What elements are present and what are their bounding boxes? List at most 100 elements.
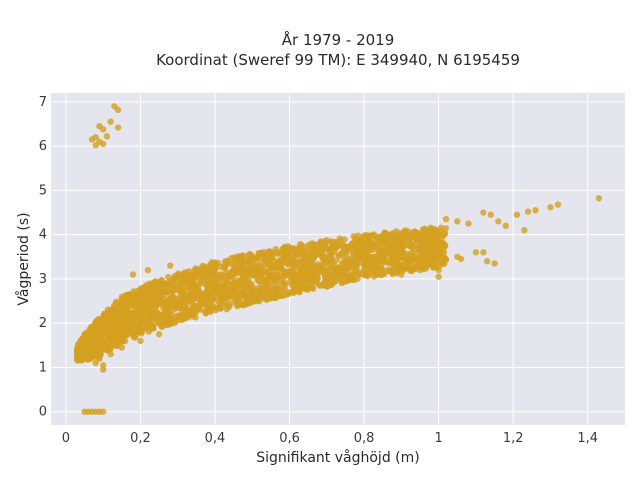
scatter-point <box>524 208 532 215</box>
scatter-point <box>190 296 197 303</box>
scatter-point <box>353 247 361 254</box>
chart-title-line2: Koordinat (Sweref 99 TM): E 349940, N 61… <box>156 51 520 69</box>
scatter-point <box>315 281 323 288</box>
scatter-point <box>169 316 176 323</box>
scatter-point <box>296 245 304 253</box>
scatter-point <box>280 253 288 261</box>
scatter-point <box>438 234 445 242</box>
scatter-point <box>214 298 222 305</box>
x-tick-label: 0,4 <box>205 431 226 446</box>
scatter-point <box>106 314 113 321</box>
scatter-point <box>92 335 99 343</box>
scatter-point <box>437 227 444 235</box>
scatter-point <box>256 271 264 278</box>
scatter-point <box>289 255 296 262</box>
x-tick-label: 1,2 <box>503 431 524 446</box>
scatter-point <box>397 237 405 245</box>
scatter-point <box>211 279 218 286</box>
scatter-point <box>113 342 120 349</box>
scatter-point <box>521 227 528 234</box>
scatter-point <box>402 227 409 234</box>
scatter-point <box>176 300 183 307</box>
scatter-point <box>415 237 422 245</box>
scatter-point <box>389 248 397 256</box>
scatter-point <box>480 209 487 216</box>
scatter-point <box>320 256 327 264</box>
scatter-point <box>85 345 93 352</box>
scatter-point <box>143 320 150 327</box>
scatter-point <box>295 288 303 296</box>
scatter-point <box>502 222 509 229</box>
y-tick-label: 6 <box>39 139 47 154</box>
scatter-point <box>427 258 435 265</box>
scatter-point <box>193 266 201 274</box>
scatter-point <box>182 304 189 311</box>
scatter-point <box>340 253 348 261</box>
scatter-point <box>255 250 262 257</box>
scatter-point <box>404 256 411 263</box>
scatter-point <box>406 242 413 249</box>
scatter-point <box>107 118 114 125</box>
scatter-point <box>217 287 224 295</box>
scatter-point <box>342 278 349 285</box>
scatter-point <box>107 343 115 350</box>
scatter-point <box>289 260 296 268</box>
scatter-point <box>247 258 254 265</box>
scatter-point <box>386 258 394 266</box>
scatter-point <box>224 302 232 309</box>
scatter-point <box>188 279 195 287</box>
scatter-point <box>323 236 331 244</box>
scatter-point <box>316 266 324 274</box>
scatter-point <box>278 277 285 284</box>
scatter-point <box>334 271 342 279</box>
scatter-point <box>176 316 184 323</box>
scatter-point <box>430 251 437 259</box>
scatter-point <box>106 333 113 341</box>
scatter-point <box>164 315 171 322</box>
scatter-point <box>148 287 155 294</box>
scatter-point <box>223 285 230 292</box>
scatter-point <box>131 295 138 302</box>
scatter-point <box>288 266 296 274</box>
scatter-point <box>317 239 325 246</box>
scatter-point <box>547 204 554 211</box>
scatter-point <box>232 270 240 277</box>
y-axis-label: Vågperiod (s) <box>15 212 32 305</box>
scatter-point <box>433 233 440 241</box>
scatter-point <box>264 281 271 288</box>
scatter-point <box>372 237 379 245</box>
scatter-point <box>123 329 131 336</box>
scatter-point <box>282 270 289 277</box>
y-tick-label: 7 <box>39 95 47 110</box>
scatter-point <box>127 319 134 327</box>
scatter-point <box>144 266 152 274</box>
scatter-point <box>386 267 393 275</box>
scatter-point <box>217 271 224 278</box>
scatter-point <box>370 232 377 239</box>
scatter-point <box>307 253 315 260</box>
scatter-point <box>163 302 171 309</box>
scatter-point <box>97 344 104 351</box>
scatter-point <box>311 244 318 251</box>
scatter-point <box>82 334 90 341</box>
scatter-point <box>171 283 178 290</box>
x-axis-label: Signifikant våghöjd (m) <box>256 449 419 466</box>
scatter-point <box>123 299 130 306</box>
scatter-point <box>118 344 126 351</box>
scatter-point <box>483 258 491 265</box>
scatter-point <box>397 253 404 260</box>
scatter-point <box>138 294 145 301</box>
scatter-point <box>287 245 294 253</box>
scatter-point <box>430 263 437 271</box>
scatter-point <box>162 282 170 290</box>
scatter-point <box>81 350 88 358</box>
scatter-point <box>239 261 246 269</box>
scatter-point <box>208 306 215 313</box>
scatter-point <box>281 245 289 253</box>
scatter-point <box>487 211 495 218</box>
scatter-point <box>435 266 442 274</box>
scatter-point <box>258 292 265 299</box>
scatter-point <box>355 270 363 277</box>
y-tick-label: 3 <box>39 272 47 287</box>
